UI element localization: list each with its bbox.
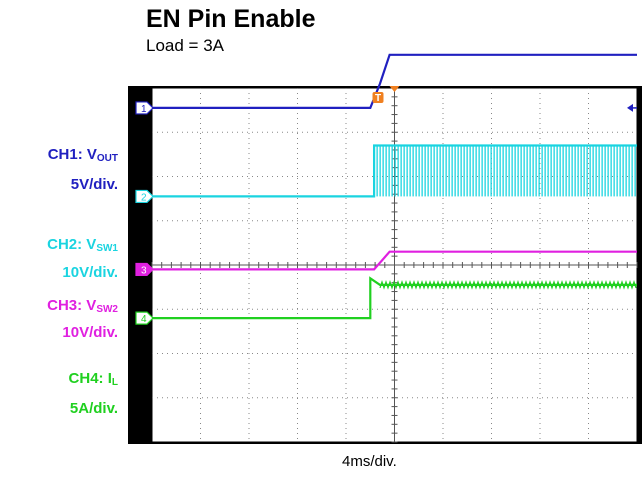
ch4-label: CH4: IL	[69, 369, 118, 393]
ch1-scale: 5V/div.	[70, 176, 118, 193]
ch2-label: CH2: VSW1	[47, 235, 118, 259]
trace-ch1	[152, 53, 637, 110]
trace-ch3	[152, 250, 637, 271]
ch1-level-arrow	[627, 103, 633, 112]
trigger-position-marker	[389, 86, 400, 92]
ch4-scale: 5A/div.	[69, 400, 118, 417]
ch1-sub: OUT	[96, 153, 118, 164]
ch3-sub: SW2	[96, 304, 118, 315]
time-per-div-label: 4ms/div.	[342, 453, 397, 470]
trigger-badge-text: T	[375, 93, 381, 104]
chart-subtitle: Load = 3A	[146, 36, 224, 55]
chart-title: EN Pin Enable	[146, 5, 316, 33]
channel-marker-text: 1	[141, 104, 147, 115]
channel-marker-text: 3	[141, 265, 147, 276]
ch4-sub: L	[111, 377, 118, 388]
ripple-ch4	[379, 280, 637, 290]
channel-marker-4: 4	[135, 311, 154, 325]
ch4-name: CH4: I	[68, 370, 112, 387]
channel-marker-2: 2	[135, 189, 154, 203]
ch3-label: CH3: VSW2	[47, 296, 118, 320]
ch3-scale: 10V/div.	[62, 324, 118, 341]
channel-marker-3: 3	[135, 262, 154, 276]
trigger-badge	[372, 92, 384, 103]
ch1-label: CH1: VOUT	[48, 145, 118, 169]
channel-marker-1: 1	[135, 101, 154, 115]
ch1-name: CH1: V	[47, 146, 97, 163]
channel-marker-text: 4	[141, 314, 147, 325]
trace-ch4	[152, 276, 637, 320]
ch2-scale: 10V/div.	[62, 264, 118, 281]
ch2-sub: SW1	[96, 243, 118, 254]
ch2-name: CH2: V	[47, 236, 97, 253]
channel-marker-text: 2	[141, 192, 147, 203]
ch3-name: CH3: V	[47, 297, 97, 314]
